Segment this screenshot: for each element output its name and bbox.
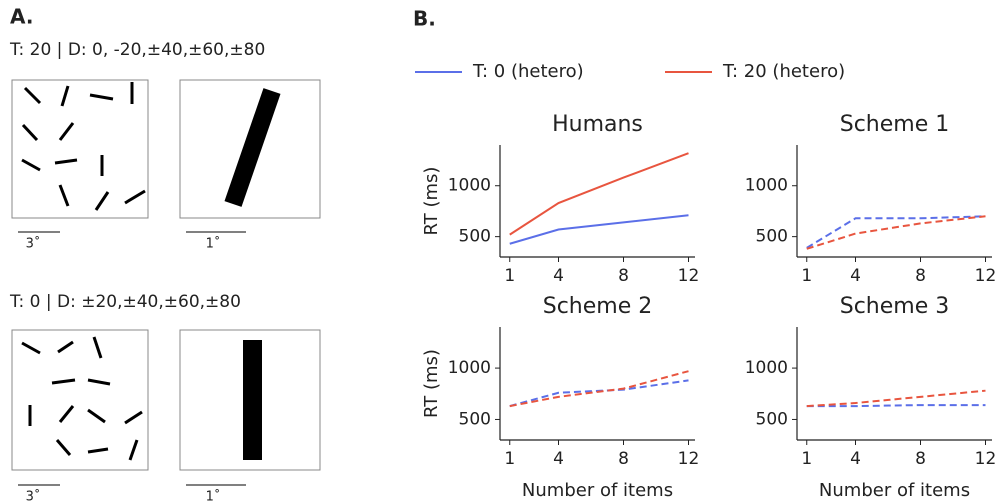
series-line <box>509 214 689 245</box>
x-tick-label: 4 <box>850 266 861 286</box>
chart-title: Humans <box>552 112 643 137</box>
stimulus-bars <box>21 336 143 461</box>
x-axis-label: Number of items <box>819 480 970 501</box>
x-tick-label: 1 <box>801 266 812 286</box>
series-line <box>509 370 689 408</box>
series-line <box>806 215 986 250</box>
series-line <box>509 152 689 236</box>
scale-label: 3˚ <box>26 489 41 501</box>
y-axis-label: RT (ms) <box>421 349 442 418</box>
x-tick-label: 4 <box>850 449 861 469</box>
y-tick-label: 500 <box>459 227 491 247</box>
x-tick-label: 12 <box>975 449 997 469</box>
x-tick-label: 8 <box>618 449 629 469</box>
series-line <box>509 379 689 408</box>
x-tick-label: 8 <box>618 266 629 286</box>
panel-label: A. <box>10 5 33 29</box>
x-tick-label: 8 <box>915 449 926 469</box>
series-line <box>806 215 986 249</box>
x-tick-label: 4 <box>553 449 564 469</box>
x-tick-label: 1 <box>504 266 515 286</box>
panel-label: B. <box>413 7 436 31</box>
y-tick-label: 500 <box>756 227 788 247</box>
y-tick-label: 1000 <box>448 358 491 378</box>
series-line <box>806 389 986 408</box>
y-tick-label: 500 <box>756 409 788 429</box>
target-bar <box>224 88 281 207</box>
series-line <box>806 404 986 408</box>
y-tick-label: 500 <box>459 409 491 429</box>
x-axis-label: Number of items <box>522 480 673 501</box>
x-tick-label: 1 <box>801 449 812 469</box>
target-bar <box>243 340 262 460</box>
legend-label: T: 20 (hetero) <box>722 61 845 82</box>
stimulus-box <box>11 329 149 471</box>
y-tick-label: 1000 <box>745 358 788 378</box>
stimulus-box <box>11 79 149 219</box>
scale-label: 1˚ <box>206 489 221 501</box>
legend-label: T: 0 (hetero) <box>472 61 584 82</box>
x-tick-label: 4 <box>553 266 564 286</box>
y-tick-label: 1000 <box>745 176 788 196</box>
x-tick-label: 8 <box>915 266 926 286</box>
chart-title: Scheme 1 <box>840 112 950 137</box>
scale-label: 1˚ <box>206 236 221 252</box>
x-tick-label: 12 <box>975 266 997 286</box>
stimulus-bars <box>21 82 146 211</box>
y-tick-label: 1000 <box>448 176 491 196</box>
caption: T: 20 | D: 0, -20,±40,±60,±80 <box>9 40 265 60</box>
chart-title: Scheme 3 <box>840 294 950 319</box>
x-tick-label: 12 <box>678 266 700 286</box>
y-axis-label: RT (ms) <box>421 167 442 236</box>
x-tick-label: 1 <box>504 449 515 469</box>
x-tick-label: 12 <box>678 449 700 469</box>
chart-title: Scheme 2 <box>543 294 653 319</box>
caption: T: 0 | D: ±20,±40,±60,±80 <box>9 292 241 312</box>
scale-label: 3˚ <box>26 236 41 252</box>
